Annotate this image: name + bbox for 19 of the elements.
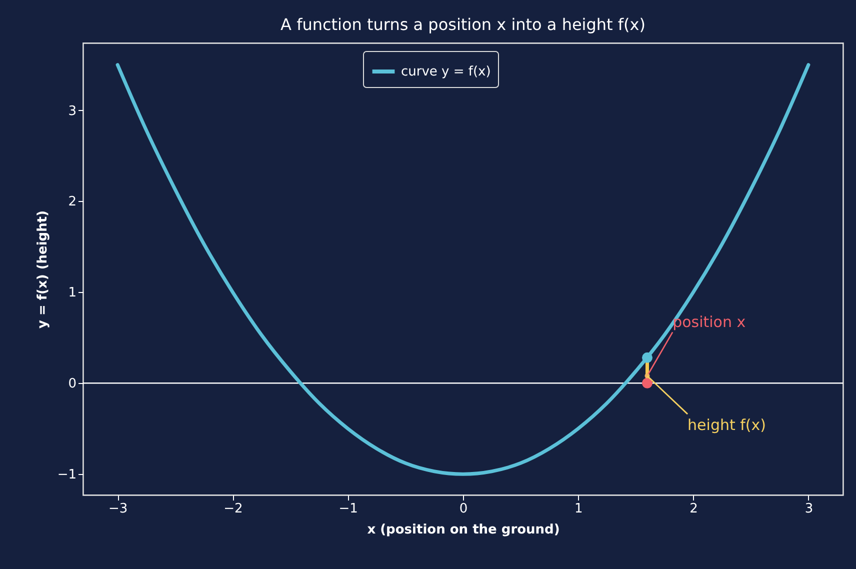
x-tick-label: 0 <box>459 502 468 516</box>
x-axis-title: x (position on the ground) <box>367 522 560 538</box>
x-tick-label: 2 <box>690 502 698 516</box>
y-tick-label: 2 <box>68 194 76 210</box>
y-axis-title: y = f(x) (height) <box>35 210 50 329</box>
y-tick-label: 3 <box>68 104 76 119</box>
x-tick-label: 1 <box>574 502 583 516</box>
x-tick-label: −2 <box>224 502 243 516</box>
chart-title: A function turns a position x into a height f(x) <box>280 15 646 34</box>
x-tick-label: −3 <box>108 502 128 516</box>
x-tick-label: −1 <box>338 502 358 516</box>
legend-label: curve y = f(x) <box>401 64 491 80</box>
annotation: height f(x) <box>688 416 766 434</box>
x-tick-label: 3 <box>804 502 814 516</box>
y-tick-label: −1 <box>57 468 76 483</box>
y-tick-label: 0 <box>68 376 76 392</box>
y-tick-label: 1 <box>68 286 76 301</box>
line-series <box>116 63 810 476</box>
annotation: position x <box>672 313 746 332</box>
